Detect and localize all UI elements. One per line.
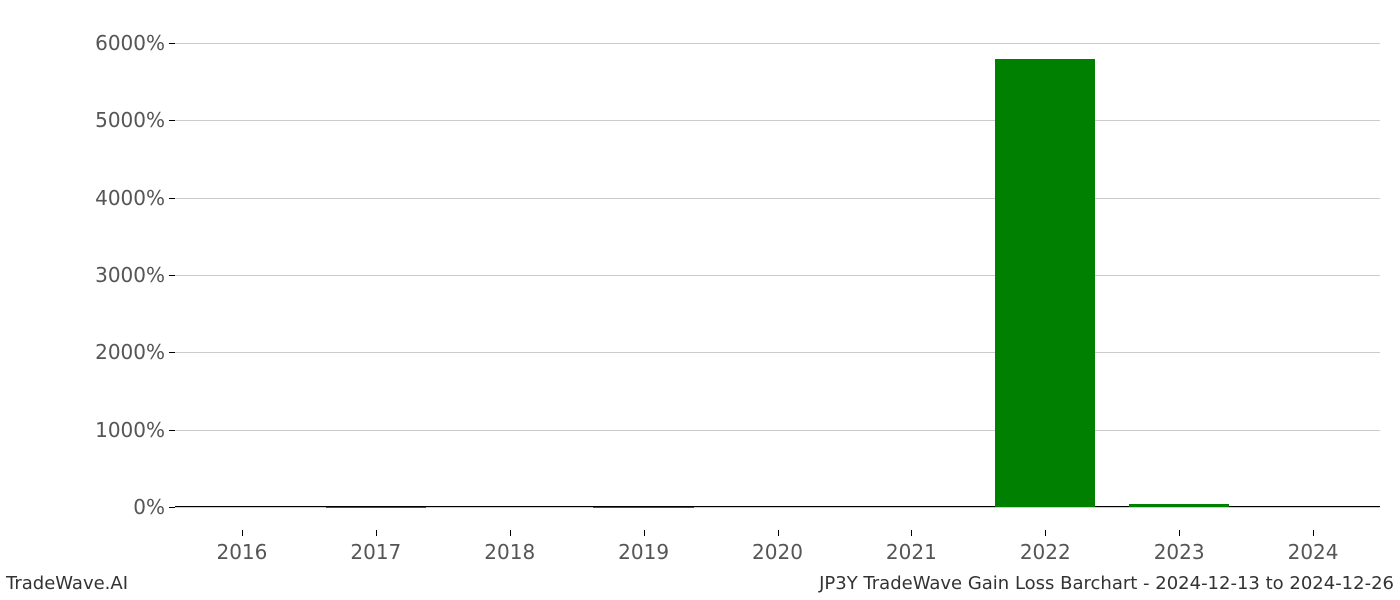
- ytick-label: 5000%: [95, 108, 175, 132]
- bar: [593, 507, 693, 509]
- footer-right-text: JP3Y TradeWave Gain Loss Barchart - 2024…: [819, 573, 1394, 594]
- ytick-label: 2000%: [95, 340, 175, 364]
- xtick-label: 2020: [752, 530, 803, 564]
- ytick-label: 4000%: [95, 186, 175, 210]
- xtick-label: 2021: [886, 530, 937, 564]
- gridline: [175, 198, 1380, 199]
- ytick-label: 6000%: [95, 31, 175, 55]
- gridline: [175, 430, 1380, 431]
- xtick-label: 2019: [618, 530, 669, 564]
- xtick-label: 2018: [484, 530, 535, 564]
- xtick-label: 2017: [350, 530, 401, 564]
- plot-area: 0%1000%2000%3000%4000%5000%6000%20162017…: [175, 20, 1380, 530]
- ytick-label: 1000%: [95, 418, 175, 442]
- chart-container: 0% 1000% 2000% 3000% 4000% 5000% 6000% 2016 2017…: [0, 0, 1400, 600]
- bar: [1129, 504, 1229, 507]
- xtick-label: 2022: [1020, 530, 1071, 564]
- ytick-label: 0%: [133, 495, 175, 519]
- bar: [326, 507, 426, 509]
- bar: [995, 59, 1095, 507]
- gridline: [175, 352, 1380, 353]
- xtick-label: 2016: [216, 530, 267, 564]
- footer-left-text: TradeWave.AI: [6, 573, 128, 594]
- ytick-label: 3000%: [95, 263, 175, 287]
- gridline: [175, 275, 1380, 276]
- xtick-label: 2024: [1288, 530, 1339, 564]
- gridline: [175, 43, 1380, 44]
- xtick-label: 2023: [1154, 530, 1205, 564]
- gridline: [175, 120, 1380, 121]
